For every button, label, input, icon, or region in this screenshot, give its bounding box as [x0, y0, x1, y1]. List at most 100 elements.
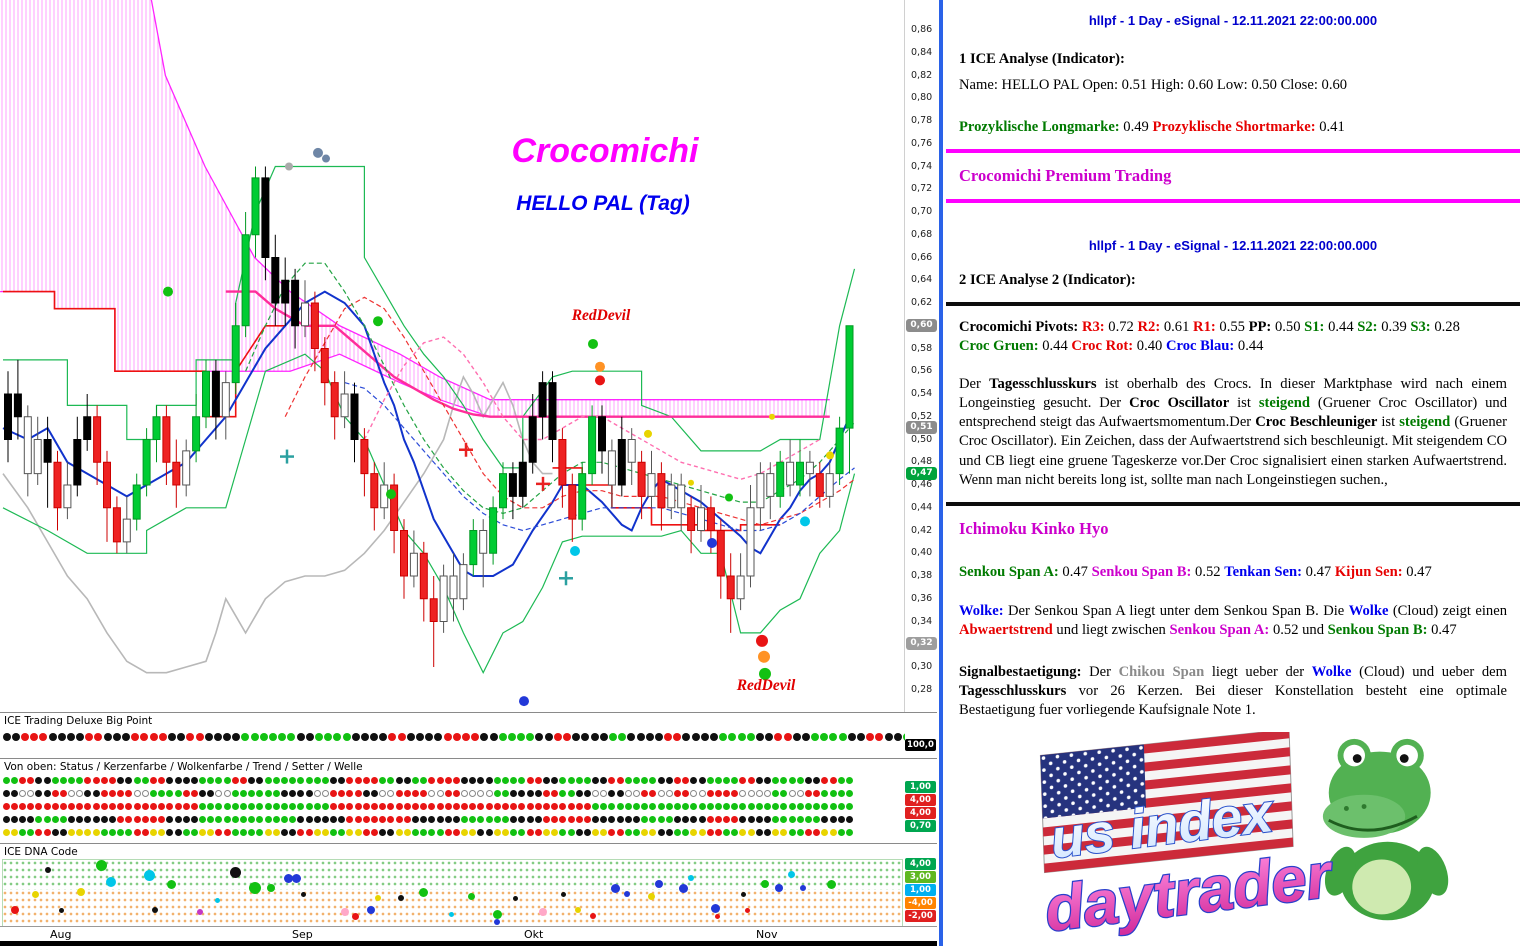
crocodile-mascot-icon [1322, 738, 1449, 921]
price-label: 0,44 [911, 501, 933, 513]
price-marker: 0,51 [906, 421, 937, 435]
us-flag-icon [1039, 728, 1294, 874]
dna-code-band [2, 859, 903, 927]
indicator-value-badge: 1,00 [905, 884, 936, 896]
chart-region: Crocomichi HELLO PAL (Tag) RedDevil RedDevi… [0, 0, 938, 946]
price-marker: 0,47 [906, 466, 937, 480]
analysis-paragraph: Der Tagesschlusskurs ist oberhalb des Cr… [959, 375, 1508, 488]
indicator-value-badge: -4,00 [905, 897, 936, 909]
indicator-panel: ICE DNA Code 4,00 3,00 1,00 -4,00 -2,00 [0, 843, 937, 929]
chikou-span-gray [2, 374, 553, 674]
price-label: 0,72 [911, 183, 933, 195]
chart-annotation: RedDevil [571, 307, 631, 324]
price-label: 0,48 [911, 456, 933, 468]
indicator-value-badge: -2,00 [905, 910, 936, 922]
price-label: 0,78 [911, 115, 933, 126]
indicator-value-badge: 100,0 [905, 739, 936, 751]
price-marker: 0,32 [906, 637, 937, 651]
price-marker: 0,60 [906, 318, 937, 332]
chart-annotation: HELLO PAL (Tag) [516, 192, 689, 215]
chart-info-header: hllpf - 1 Day - eSignal - 12.11.2021 22:… [1088, 237, 1378, 253]
indicator-value-badge: 4,00 [905, 858, 936, 870]
price-label: 0,50 [911, 433, 933, 445]
dot-row [0, 800, 905, 813]
analysis-panel: hllpf - 1 Day - eSignal - 12.11.2021 22:… [946, 0, 1520, 946]
price-label: 0,52 [911, 410, 933, 422]
section-title: Ichimoku Kinko Hyo [959, 519, 1109, 539]
senkou-b-pink [225, 290, 830, 418]
indicator-value-badge: 4,00 [905, 794, 936, 806]
price-label: 0,86 [911, 24, 933, 35]
indicator-panels: ICE Trading Deluxe Big Point 100,0 Von obe… [0, 712, 937, 929]
dot-row [0, 826, 905, 839]
analysis-text: hllpf - 1 Day - eSignal - 12.11.2021 22:… [946, 0, 1520, 720]
price-label: 0,64 [911, 274, 933, 286]
price-label: 0,28 [911, 683, 933, 695]
price-label: 0,42 [911, 524, 933, 536]
indicator-panel: ICE Trading Deluxe Big Point 100,0 [0, 712, 937, 758]
chart-annotation: Crocomichi [511, 132, 700, 170]
indicator-panel: Von oben: Status / Kerzenfarbe / Wolkenf… [0, 758, 937, 843]
dot-row [0, 787, 905, 800]
month-label: Aug [50, 928, 72, 941]
panel-separator[interactable] [937, 0, 946, 946]
price-label: 0,74 [911, 160, 933, 172]
price-label: 0,36 [911, 592, 933, 604]
signal-crosses [280, 442, 573, 586]
ma-pink-dashed [363, 336, 821, 481]
month-label: Sep [292, 928, 313, 941]
dot-row [0, 813, 905, 826]
analysis-paragraph: 2 ICE Analyse 2 (Indicator): [959, 271, 1136, 288]
candlesticks [4, 166, 854, 667]
price-label: 0,84 [911, 46, 933, 58]
price-label: 0,66 [911, 251, 933, 263]
analysis-paragraph: Prozyklische Longmarke: 0.49 Prozyklisch… [959, 118, 1345, 135]
analysis-paragraph: Senkou Span A: 0.47 Senkou Span B: 0.52 … [959, 563, 1432, 580]
ichimoku-cloud [0, 0, 830, 418]
ma-green-dashed [245, 262, 855, 515]
price-label: 0,56 [911, 365, 933, 377]
price-label: 0,54 [911, 388, 933, 399]
price-axis[interactable]: 0,86 0,84 0,82 0,80 0,78 0,76 0,74 0,72 0,70 0,68… [904, 0, 938, 712]
price-label: 0,70 [911, 206, 933, 217]
indicator-value-badge: 3,00 [905, 871, 936, 883]
green-channel-lower [2, 353, 856, 675]
price-label: 0,68 [911, 228, 933, 240]
panel-title: ICE Trading Deluxe Big Point [4, 715, 153, 727]
divider-rule [946, 302, 1520, 307]
price-label: 0,58 [911, 342, 933, 354]
chart-annotation: RedDevil [736, 677, 796, 694]
signal-dots [163, 147, 834, 707]
divider-rule [946, 502, 1520, 507]
divider-rule [946, 148, 1520, 153]
dot-row [0, 774, 905, 787]
analysis-paragraph: 1 ICE Analyse (Indicator): [959, 51, 1125, 68]
price-label: 0,76 [911, 137, 933, 149]
divider-rule [946, 198, 1520, 203]
price-label: 0,38 [911, 570, 933, 581]
main-price-chart[interactable]: Crocomichi HELLO PAL (Tag) RedDevil RedDevi… [0, 0, 905, 712]
price-label: 0,40 [911, 547, 933, 559]
analysis-paragraph: Crocomichi Pivots: R3: 0.72 R2: 0.61 R1:… [959, 319, 1460, 355]
month-label: Nov [756, 928, 778, 941]
bottom-bar [0, 941, 937, 946]
analysis-paragraph: Wolke: Der Senkou Span A liegt unter dem… [959, 603, 1507, 639]
price-label: 0,80 [911, 92, 933, 104]
indicator-value-badge: 0,70 [905, 820, 936, 832]
chart-info-header: hllpf - 1 Day - eSignal - 12.11.2021 22:… [1088, 13, 1378, 28]
usindex-daytrader-logo: us index daytrader [1034, 728, 1464, 946]
price-label: 0,62 [911, 297, 933, 308]
time-axis[interactable]: Aug Sep Okt Nov [0, 926, 937, 942]
panel-title: Von oben: Status / Kerzenfarbe / Wolkenf… [4, 761, 363, 773]
price-label: 0,34 [911, 615, 933, 627]
analysis-paragraph: Name: HELLO PAL Open: 0.51 High: 0.60 Lo… [959, 77, 1348, 94]
analysis-paragraph: Signalbestaetigung: Der Chikou Span lieg… [959, 663, 1507, 719]
indicator-value-badge: 4,00 [905, 807, 936, 819]
panel-title: ICE DNA Code [4, 846, 78, 858]
price-label: 0,30 [911, 661, 933, 672]
price-label: 0,46 [911, 479, 933, 490]
price-label: 0,82 [911, 69, 933, 81]
month-label: Okt [524, 928, 544, 941]
section-title: Crocomichi Premium Trading [959, 165, 1172, 185]
dot-row [0, 728, 905, 747]
